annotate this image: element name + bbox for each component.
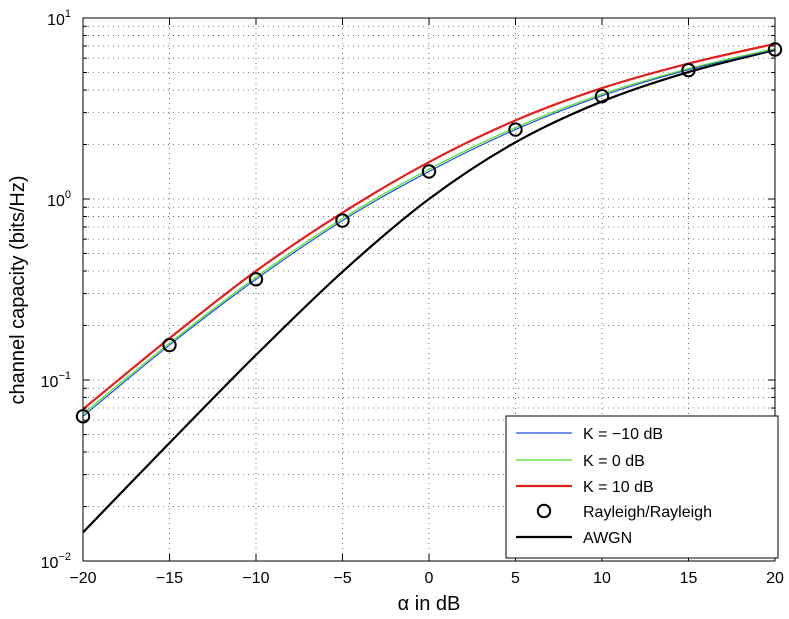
grid-lines [83,18,775,561]
series-k-10-line [82,42,776,411]
rayleigh-marker-point [508,122,523,137]
data-series [75,42,783,534]
x-axis-label: α in dB [398,593,461,615]
x-tick-label: 5 [511,570,520,587]
legend-swatch-rayleigh-marker [536,503,552,519]
y-tick-label: 10−2 [41,551,71,572]
x-tick-label: 0 [425,570,434,587]
axis-ticks: −20 −15 −10 −5 0 5 10 15 20 10−2 10−1 100 101 [41,8,784,587]
series-k-0-line [82,47,776,415]
series-k-minus-10-line [82,48,776,417]
legend-label-rayleigh: Rayleigh/Rayleigh [583,504,712,521]
rayleigh-marker-point [594,88,610,104]
x-tick-label: −10 [242,570,269,587]
legend: K = −10 dB K = 0 dB K = 10 dB Rayleigh/R… [505,415,779,559]
y-tick-label: 10−1 [41,370,71,391]
x-tick-label: −15 [156,570,183,587]
rayleigh-marker-point [248,272,264,287]
series-awgn-line [82,48,776,534]
x-tick-label: −5 [333,570,351,587]
legend-label-k-10: K = 10 dB [583,479,654,496]
legend-label-k-0: K = 0 dB [583,453,645,470]
x-tick-label: 10 [593,570,611,587]
x-tick-label: 20 [766,570,784,587]
y-axis-label: channel capacity (bits/Hz) [7,176,29,405]
legend-label-awgn: AWGN [583,530,632,547]
y-tick-label: 101 [47,8,71,29]
legend-label-k-minus-10: K = −10 dB [583,426,663,443]
x-tick-label: −20 [69,570,96,587]
rayleigh-marker-point [421,164,437,179]
rayleigh-marker-point [162,337,177,353]
rayleigh-marker-point [335,213,350,228]
x-tick-label: 15 [680,570,698,587]
y-tick-label: 100 [47,189,71,210]
rayleigh-marker-point [681,62,696,78]
